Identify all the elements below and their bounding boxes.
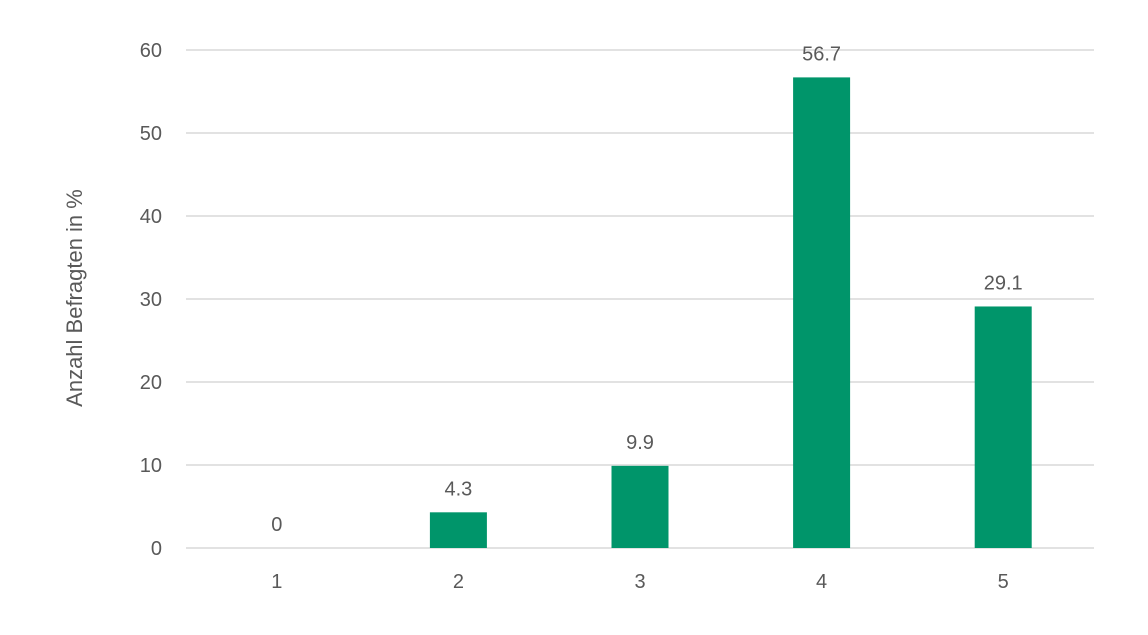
bar [974, 306, 1032, 548]
bar [429, 512, 487, 548]
bar [793, 77, 851, 548]
data-label: 56.7 [802, 43, 841, 65]
data-label: 29.1 [984, 272, 1023, 294]
bar [611, 465, 669, 548]
y-axis-ticks: 0 10 20 30 40 50 60 [140, 40, 162, 560]
x-tick-label: 3 [634, 571, 645, 593]
y-tick-label: 30 [140, 289, 162, 311]
y-tick-label: 40 [140, 206, 162, 228]
y-tick-label: 20 [140, 372, 162, 394]
bars [429, 77, 1032, 548]
x-tick-label: 5 [998, 571, 1009, 593]
data-label: 0 [271, 514, 282, 536]
x-tick-label: 4 [816, 571, 827, 593]
y-axis-label: Anzahl Befragten in % [62, 189, 87, 407]
data-label: 4.3 [444, 478, 472, 500]
x-axis-ticks: 1 2 3 4 5 [271, 571, 1009, 593]
x-tick-label: 1 [271, 571, 282, 593]
x-tick-label: 2 [453, 571, 464, 593]
y-tick-label: 0 [151, 538, 162, 560]
y-tick-label: 60 [140, 40, 162, 62]
gridlines [186, 49, 1094, 549]
y-tick-label: 10 [140, 455, 162, 477]
data-labels: 0 4.3 9.9 56.7 29.1 [271, 43, 1022, 536]
data-label: 9.9 [626, 432, 654, 454]
y-tick-label: 50 [140, 123, 162, 145]
